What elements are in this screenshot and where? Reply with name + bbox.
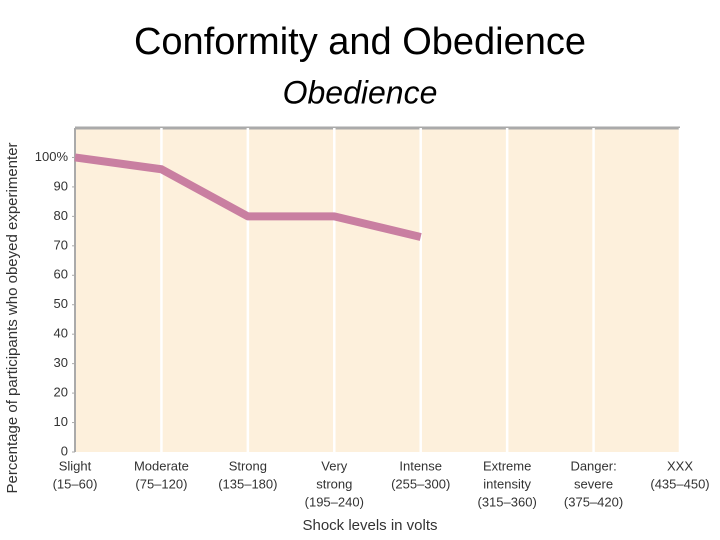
- x-tick-label: Strong: [229, 458, 267, 473]
- x-tick-label: XXX: [667, 458, 693, 473]
- y-tick-label: 30: [54, 355, 68, 370]
- x-tick-label: (315–360): [478, 494, 537, 509]
- slide-subtitle: Obedience: [283, 74, 438, 110]
- x-tick-label: (255–300): [391, 476, 450, 491]
- x-tick-label: Extreme: [483, 458, 531, 473]
- x-tick-label: Slight: [59, 458, 92, 473]
- y-tick-label: 0: [61, 443, 68, 458]
- y-tick-label: 50: [54, 296, 68, 311]
- x-tick-label: (75–120): [135, 476, 187, 491]
- y-tick-label: 20: [54, 385, 68, 400]
- x-axis-label: Shock levels in volts: [302, 517, 437, 534]
- x-tick-label: (435–450): [650, 476, 709, 491]
- y-tick-label: 70: [54, 237, 68, 252]
- y-tick-label: 10: [54, 414, 68, 429]
- x-tick-label: Moderate: [134, 458, 189, 473]
- x-tick-label: Intense: [399, 458, 442, 473]
- y-axis-label: Percentage of participants who obeyed ex…: [4, 142, 21, 493]
- y-tick-label: 80: [54, 208, 68, 223]
- y-tick-label: 100%: [35, 149, 69, 164]
- x-tick-label: (195–240): [305, 494, 364, 509]
- x-tick-label: severe: [574, 476, 613, 491]
- x-tick-label: Danger:: [570, 458, 616, 473]
- x-tick-label: (135–180): [218, 476, 277, 491]
- x-tick-label: (375–420): [564, 494, 623, 509]
- plot-area: [75, 128, 680, 452]
- slide-title: Conformity and Obedience: [134, 21, 586, 63]
- x-tick-label: (15–60): [53, 476, 98, 491]
- data-line: [74, 153, 422, 241]
- y-tick-label: 40: [54, 326, 68, 341]
- x-tick-label: strong: [316, 476, 352, 491]
- y-tick-label: 60: [54, 267, 68, 282]
- x-tick-label: intensity: [483, 476, 531, 491]
- y-tick-label: 90: [54, 178, 68, 193]
- x-tick-label: Very: [321, 458, 348, 473]
